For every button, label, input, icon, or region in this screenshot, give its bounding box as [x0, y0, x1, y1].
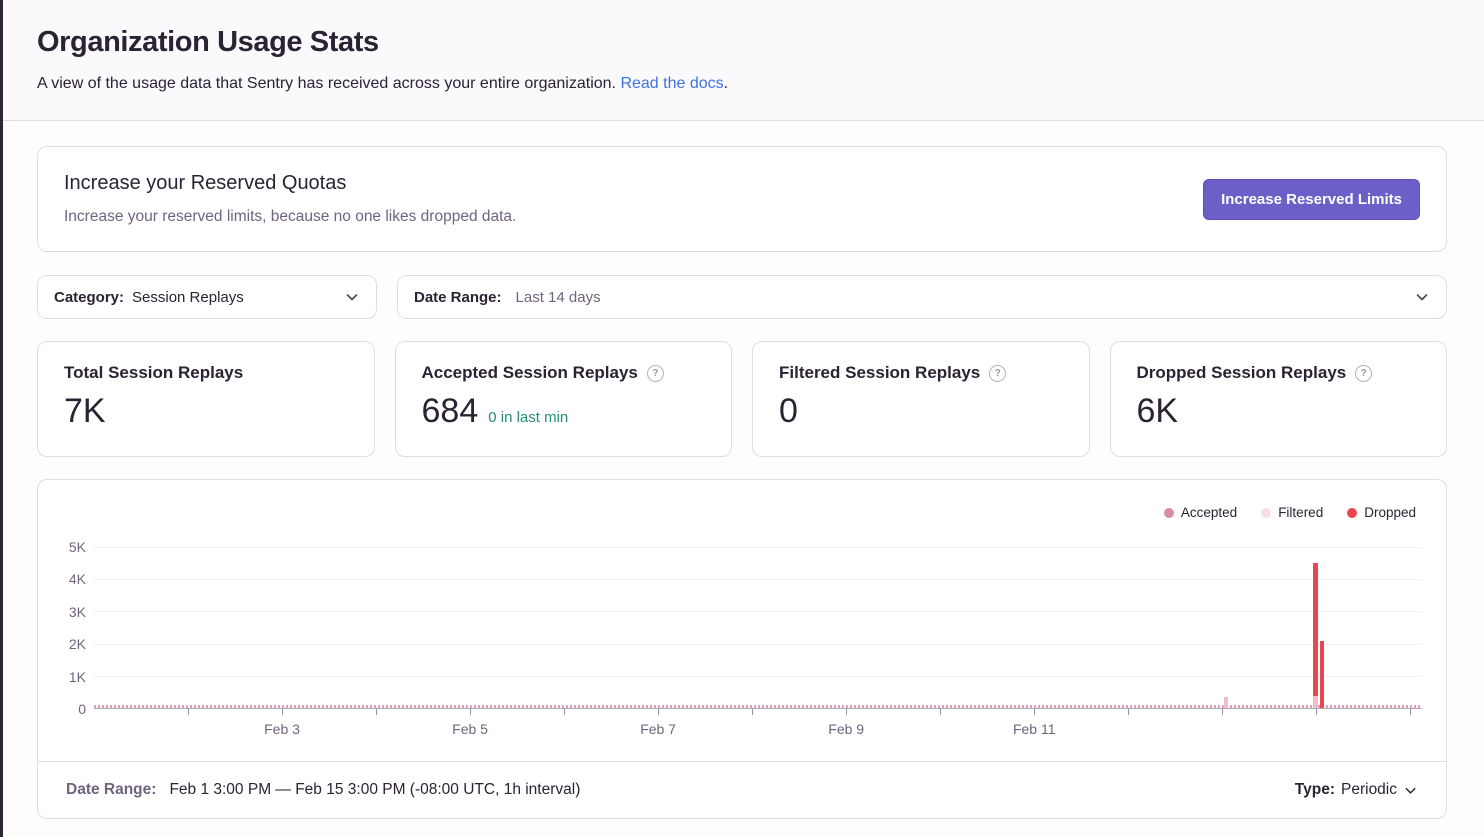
x-axis-tick	[188, 708, 190, 715]
chart-footer: Date Range: Feb 1 3:00 PM — Feb 15 3:00 …	[38, 761, 1446, 818]
x-axis-tick	[564, 708, 566, 715]
x-axis-tick	[1034, 708, 1036, 715]
stat-value: 7K	[64, 392, 106, 430]
window-left-edge	[0, 0, 3, 837]
chart-bar	[1223, 696, 1228, 708]
x-axis-label: Feb 7	[640, 721, 677, 737]
x-axis-label: Feb 11	[1012, 721, 1056, 737]
footer-date-range-label: Date Range:	[66, 781, 157, 798]
dropped-legend-dot-icon	[1347, 507, 1358, 518]
category-label: Category:	[54, 288, 125, 306]
page-subtitle: A view of the usage data that Sentry has…	[37, 75, 1444, 93]
stat-value: 6K	[1136, 392, 1179, 430]
chevron-down-icon	[1414, 289, 1430, 305]
subtitle-text: A view of the usage data that Sentry has…	[37, 75, 616, 92]
chevron-down-icon	[1403, 783, 1418, 798]
filter-row: Category: Session Replays Date Range: La…	[37, 275, 1447, 319]
x-axis-tick	[376, 708, 378, 715]
footer-date-range: Date Range: Feb 1 3:00 PM — Feb 15 3:00 …	[66, 781, 580, 799]
gridline	[94, 547, 1422, 548]
chart-bar-base-segment	[1312, 696, 1318, 708]
category-dropdown[interactable]: Category: Session Replays	[37, 275, 377, 319]
stat-title-text: Filtered Session Replays	[779, 363, 981, 382]
date-range-label: Date Range:	[414, 288, 502, 306]
footer-date-range-value: Feb 1 3:00 PM — Feb 15 3:00 PM (-08:00 U…	[169, 781, 581, 798]
chart-plot-area: Feb 3 Feb 5 Feb 7 Feb 9 Feb 11	[94, 547, 1422, 737]
y-axis-label: 4K	[68, 571, 86, 588]
increase-reserved-limits-button[interactable]: Increase Reserved Limits	[1203, 178, 1420, 220]
date-range-dropdown[interactable]: Date Range: Last 14 days	[397, 275, 1447, 319]
stat-card-total: Total Session Replays 7K	[37, 341, 375, 457]
stat-title: Total Session Replays	[64, 363, 348, 383]
y-axis-label: 1K	[68, 668, 86, 685]
gridline	[94, 611, 1422, 613]
read-the-docs-link[interactable]: Read the docs	[620, 75, 724, 92]
x-axis-tick	[940, 708, 942, 715]
y-axis-label: 2K	[68, 636, 86, 653]
category-value: Session Replays	[132, 288, 244, 306]
chart-y-axis: 0 1K 2K 3K 4K 5K	[38, 539, 86, 717]
x-axis-tick	[1316, 708, 1318, 715]
stat-card-filtered: Filtered Session Replays ? 0	[752, 341, 1090, 457]
legend-item[interactable]: Dropped	[1347, 505, 1416, 520]
stat-value: 684	[421, 392, 479, 430]
accepted-legend-dot-icon	[1163, 507, 1174, 518]
x-axis-label: Feb 9	[828, 721, 865, 737]
type-dropdown[interactable]: Type: Periodic	[1295, 781, 1418, 799]
chart-bar	[1312, 562, 1318, 708]
x-axis-tick	[282, 708, 284, 715]
y-axis-label: 3K	[68, 603, 86, 620]
gridline	[94, 675, 1422, 677]
stat-title: Dropped Session Replays ?	[1137, 363, 1421, 383]
stat-title-text: Dropped Session Replays	[1136, 363, 1347, 382]
stat-card-dropped: Dropped Session Replays ? 6K	[1109, 341, 1447, 457]
quota-description: Increase your reserved limits, because n…	[64, 208, 517, 225]
stat-title: Accepted Session Replays ?	[422, 363, 706, 383]
stat-title-text: Accepted Session Replays	[421, 363, 638, 382]
quota-title: Increase your Reserved Quotas	[64, 172, 347, 194]
stat-title: Filtered Session Replays ?	[779, 363, 1063, 383]
help-icon[interactable]: ?	[1355, 364, 1373, 382]
filtered-legend-dot-icon	[1261, 507, 1272, 518]
quota-text-block: Increase your Reserved Quotas Increase y…	[64, 172, 516, 226]
legend-label: Accepted	[1180, 505, 1238, 520]
stat-title-text: Total Session Replays	[64, 363, 244, 382]
x-axis-label: Feb 3	[264, 721, 300, 737]
chevron-down-icon	[344, 289, 360, 305]
legend-label: Dropped	[1364, 505, 1416, 520]
x-axis-tick	[1128, 708, 1130, 715]
reserved-quotas-banner: Increase your Reserved Quotas Increase y…	[37, 146, 1447, 252]
type-label: Type:	[1294, 781, 1335, 798]
gridline	[94, 643, 1422, 645]
legend-item[interactable]: Accepted	[1163, 505, 1238, 520]
x-axis-tick	[470, 708, 472, 715]
y-axis-label: 0	[78, 701, 86, 717]
x-axis-tick	[1410, 708, 1412, 715]
x-axis-tick	[846, 708, 848, 715]
date-range-value: Last 14 days	[515, 288, 601, 306]
chart-legend: Accepted Filtered Dropped	[1163, 505, 1416, 520]
accepted-baseline-bars	[94, 705, 1422, 708]
x-axis-tick	[658, 708, 660, 715]
stat-card-accepted: Accepted Session Replays ? 684 0 in last…	[394, 341, 732, 457]
help-icon[interactable]: ?	[646, 364, 664, 382]
main-content: Increase your Reserved Quotas Increase y…	[0, 146, 1484, 819]
usage-chart-card: Accepted Filtered Dropped 0 1K 2K 3K 4K 5K Fe…	[37, 479, 1447, 819]
stat-cards-row: Total Session Replays 7K Accepted Sessio…	[37, 341, 1447, 457]
y-axis-label: 5K	[68, 539, 86, 555]
gridline	[94, 579, 1422, 581]
page-title: Organization Usage Stats	[37, 26, 379, 58]
help-icon[interactable]: ?	[989, 364, 1007, 382]
x-axis-tick	[752, 708, 754, 715]
chart-bar	[1320, 641, 1324, 708]
legend-item[interactable]: Filtered	[1261, 505, 1323, 520]
stat-live-rate: 0 in last min	[488, 409, 569, 426]
x-axis-label: Feb 5	[452, 721, 488, 737]
subtitle-period: .	[723, 75, 729, 92]
page-header: Organization Usage Stats A view of the u…	[0, 0, 1484, 121]
legend-label: Filtered	[1278, 505, 1324, 520]
x-axis-tick	[1222, 708, 1224, 715]
type-value: Periodic	[1341, 781, 1397, 798]
stat-value: 0	[779, 392, 798, 430]
